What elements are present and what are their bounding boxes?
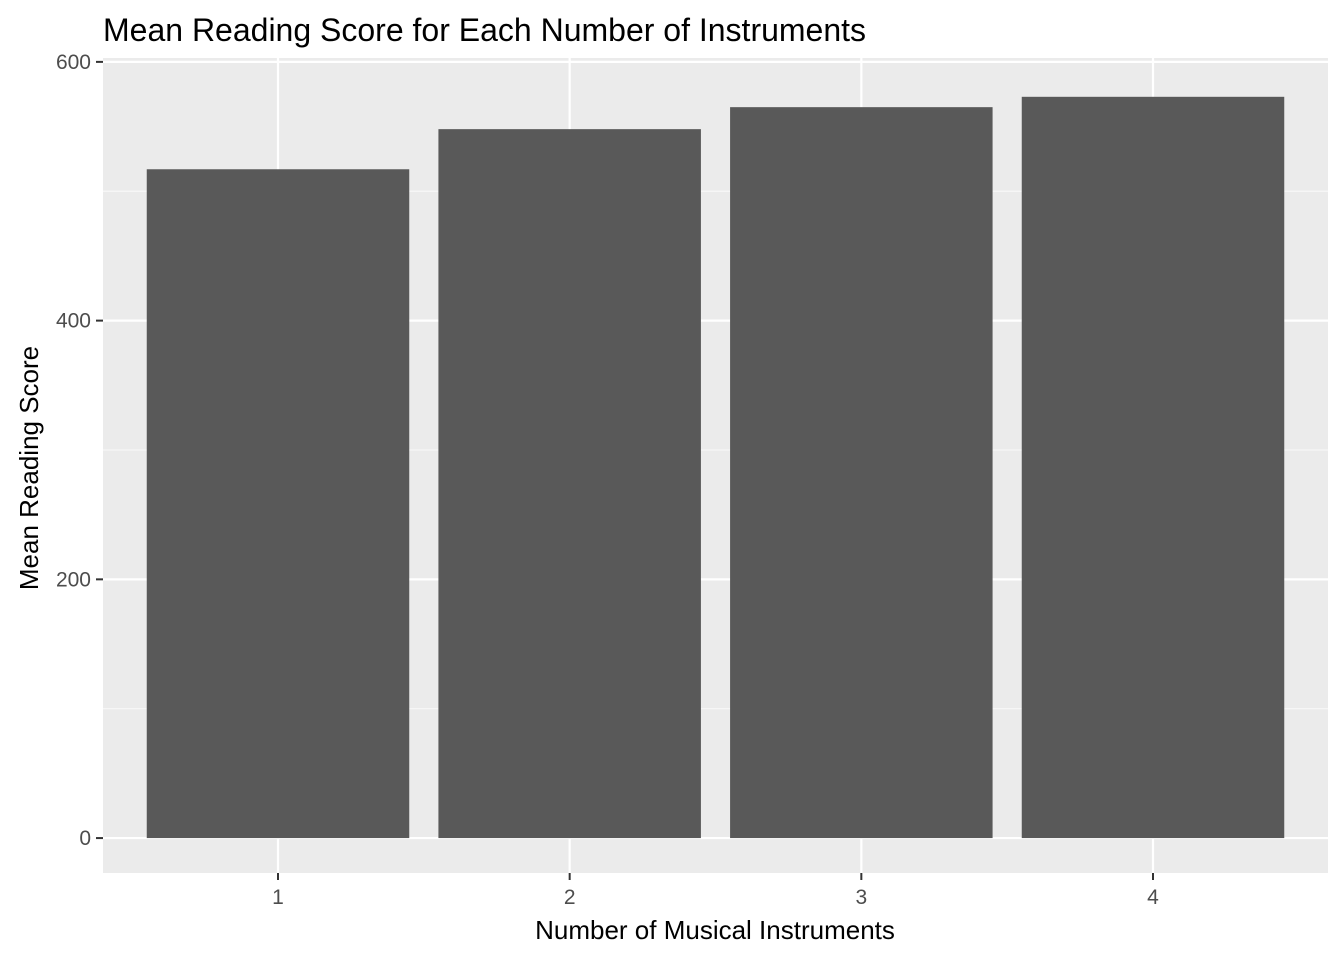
x-tick-label: 1 [272, 886, 284, 909]
y-axis-title: Mean Reading Score [14, 346, 44, 590]
y-tick-label: 600 [56, 51, 91, 74]
y-tick-label: 200 [56, 568, 91, 591]
y-tick-label: 0 [79, 827, 91, 850]
x-tick-label: 4 [1147, 886, 1159, 909]
axes: 0 200 400 600 1 2 3 4 [56, 51, 1159, 909]
x-tick-label: 3 [855, 886, 867, 909]
bar-1 [146, 169, 410, 839]
bar-4 [1021, 96, 1285, 839]
bar-3 [730, 107, 993, 839]
x-tick-label: 2 [564, 886, 576, 909]
bar-2 [438, 129, 701, 839]
y-tick-label: 400 [56, 310, 91, 333]
bars [146, 96, 1285, 839]
x-axis-title: Number of Musical Instruments [535, 915, 895, 945]
chart-title: Mean Reading Score for Each Number of In… [103, 12, 866, 48]
